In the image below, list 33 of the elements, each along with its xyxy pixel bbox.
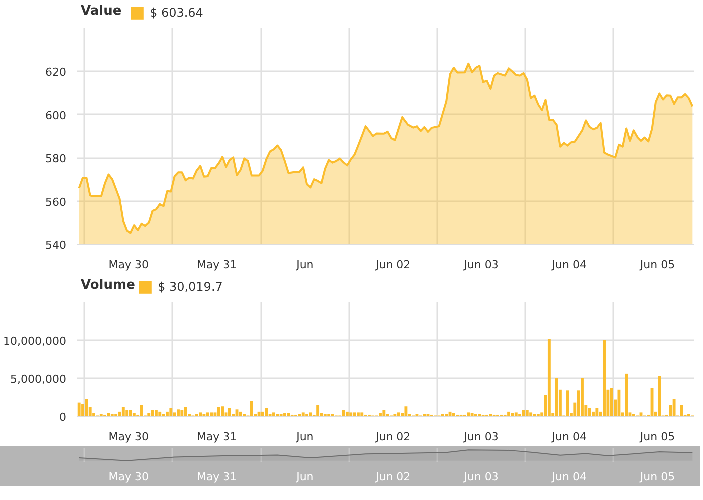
legend-label: $ 30,019.7 (158, 280, 223, 294)
y-tick-label: 5,000,000 (10, 373, 66, 386)
x-tick-label: Jun (296, 430, 314, 444)
x-tick-label: Jun 04 (551, 430, 587, 444)
x-tick-label: Jun 02 (375, 470, 411, 484)
x-tick-label: Jun 05 (639, 430, 676, 444)
y-tick-label: 560 (46, 196, 67, 209)
x-tick-label: May 30 (108, 470, 150, 484)
y-tick-label: 580 (46, 152, 67, 166)
x-tick-label: Jun (296, 470, 314, 484)
x-tick-label: Jun 02 (375, 430, 411, 444)
x-tick-label: Jun 04 (551, 470, 587, 484)
y-tick-label: 540 (46, 239, 67, 252)
x-tick-label: Jun 05 (639, 470, 676, 484)
x-tick-label: Jun 05 (639, 258, 676, 272)
x-tick-label: Jun (296, 258, 314, 272)
x-tick-label: May 31 (196, 258, 238, 272)
y-tick-label: 600 (46, 109, 67, 122)
x-tick-label: Jun 03 (463, 258, 499, 272)
x-tick-label: Jun 03 (463, 430, 499, 444)
x-tick-label: Jun 04 (551, 258, 587, 272)
x-tick-label: May 31 (196, 430, 238, 444)
x-tick-label: May 31 (196, 470, 238, 484)
legend-title: Value (81, 4, 122, 19)
x-tick-label: May 30 (108, 258, 150, 272)
x-tick-label: Jun 03 (463, 470, 499, 484)
legend-title: Volume (81, 278, 136, 293)
y-tick-label: 620 (46, 66, 67, 80)
y-tick-label: 10,000,000 (4, 335, 67, 348)
y-tick-label: 0 (60, 411, 66, 424)
x-tick-label: Jun 02 (375, 258, 411, 272)
x-tick-label: May 30 (108, 430, 150, 444)
legend-label: $ 603.64 (150, 6, 204, 20)
